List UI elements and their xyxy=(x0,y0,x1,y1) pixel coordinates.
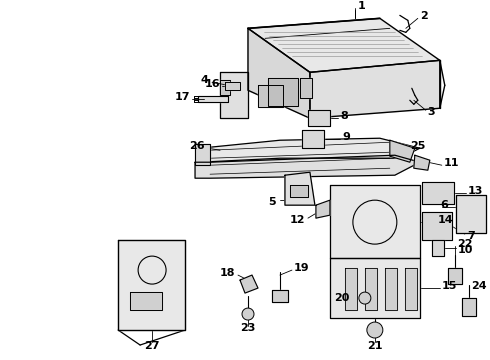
Polygon shape xyxy=(130,292,162,310)
Text: 14: 14 xyxy=(438,215,453,225)
Text: 10: 10 xyxy=(458,245,473,255)
Polygon shape xyxy=(118,240,185,330)
Polygon shape xyxy=(448,268,462,284)
Polygon shape xyxy=(308,110,330,126)
Circle shape xyxy=(359,292,371,304)
Polygon shape xyxy=(302,130,324,148)
Polygon shape xyxy=(290,185,308,197)
Polygon shape xyxy=(272,290,288,302)
Polygon shape xyxy=(310,60,440,118)
Polygon shape xyxy=(268,78,298,106)
Polygon shape xyxy=(330,185,420,258)
Polygon shape xyxy=(258,85,283,107)
Polygon shape xyxy=(195,144,210,165)
Text: 11: 11 xyxy=(444,158,459,168)
Text: 17: 17 xyxy=(174,92,190,102)
Polygon shape xyxy=(198,96,228,102)
Circle shape xyxy=(367,322,383,338)
Polygon shape xyxy=(285,172,315,205)
Text: 7: 7 xyxy=(467,231,474,241)
Text: 22: 22 xyxy=(457,239,472,249)
Text: 25: 25 xyxy=(410,141,425,151)
Polygon shape xyxy=(385,268,397,310)
Polygon shape xyxy=(220,72,248,118)
Text: 18: 18 xyxy=(220,268,235,278)
Text: 23: 23 xyxy=(240,323,256,333)
Polygon shape xyxy=(316,200,330,218)
Polygon shape xyxy=(422,212,452,240)
Text: 8: 8 xyxy=(340,111,347,121)
Polygon shape xyxy=(248,18,440,72)
Polygon shape xyxy=(390,140,415,162)
Polygon shape xyxy=(225,82,240,90)
Text: 4: 4 xyxy=(200,75,208,85)
Text: 6: 6 xyxy=(440,200,448,210)
Text: 5: 5 xyxy=(269,197,276,207)
Polygon shape xyxy=(248,28,310,118)
Text: 16: 16 xyxy=(204,79,220,89)
Text: 1: 1 xyxy=(358,1,366,12)
Polygon shape xyxy=(456,195,486,233)
Polygon shape xyxy=(422,182,454,204)
Polygon shape xyxy=(345,268,357,310)
Text: 12: 12 xyxy=(290,215,305,225)
Text: 9: 9 xyxy=(342,132,350,142)
Polygon shape xyxy=(220,80,230,95)
Text: 24: 24 xyxy=(471,281,487,291)
Text: 3: 3 xyxy=(428,107,436,117)
Text: 19: 19 xyxy=(294,263,310,273)
Text: 21: 21 xyxy=(367,341,383,351)
Text: 2: 2 xyxy=(420,12,428,21)
Polygon shape xyxy=(300,78,312,98)
Polygon shape xyxy=(200,138,420,162)
Circle shape xyxy=(242,308,254,320)
Polygon shape xyxy=(330,258,420,318)
Polygon shape xyxy=(414,155,430,170)
Polygon shape xyxy=(240,275,258,293)
Text: 13: 13 xyxy=(468,186,483,196)
Polygon shape xyxy=(405,268,417,310)
Polygon shape xyxy=(462,298,476,316)
Text: 26: 26 xyxy=(190,141,205,151)
Polygon shape xyxy=(432,240,444,256)
Polygon shape xyxy=(365,268,377,310)
Text: 27: 27 xyxy=(145,341,160,351)
Text: 15: 15 xyxy=(442,281,457,291)
Text: 20: 20 xyxy=(335,293,350,303)
Polygon shape xyxy=(195,155,420,178)
